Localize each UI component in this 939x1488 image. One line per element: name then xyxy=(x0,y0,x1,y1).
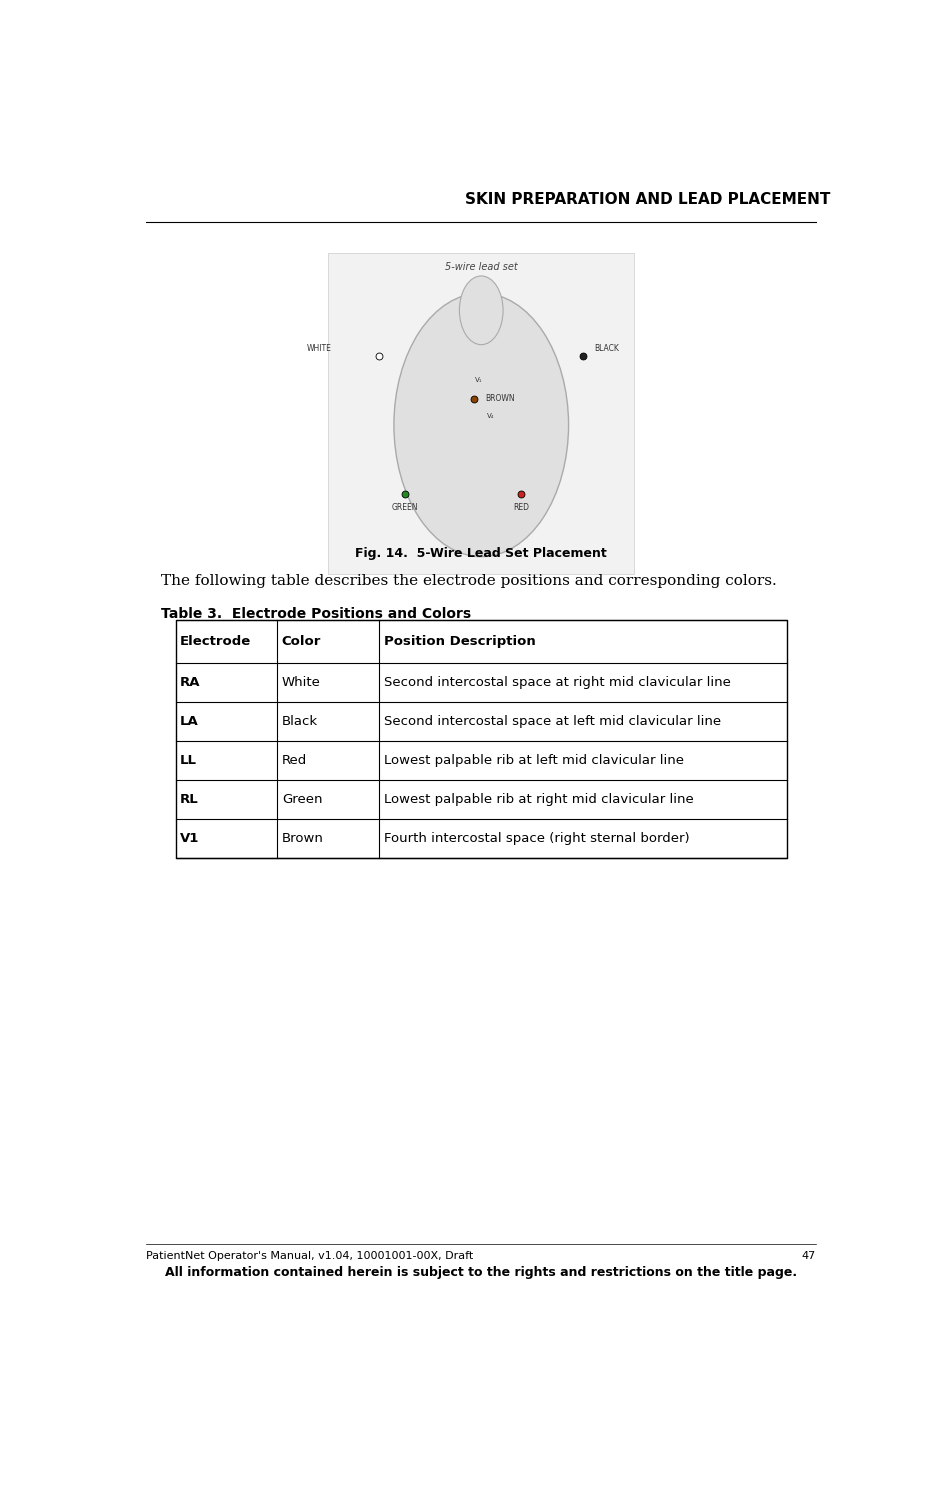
Text: Table 3.  Electrode Positions and Colors: Table 3. Electrode Positions and Colors xyxy=(162,607,471,620)
Text: Fig. 14.  5-Wire Lead Set Placement: Fig. 14. 5-Wire Lead Set Placement xyxy=(355,548,608,561)
Text: Lowest palpable rib at left mid clavicular line: Lowest palpable rib at left mid clavicul… xyxy=(384,754,684,768)
Text: 5-wire lead set: 5-wire lead set xyxy=(445,262,517,272)
Text: White: White xyxy=(282,676,321,689)
Text: Second intercostal space at left mid clavicular line: Second intercostal space at left mid cla… xyxy=(384,716,721,728)
Text: Black: Black xyxy=(282,716,318,728)
Text: RL: RL xyxy=(180,793,199,806)
Text: Color: Color xyxy=(282,635,321,647)
Text: Position Description: Position Description xyxy=(384,635,535,647)
Text: RA: RA xyxy=(180,676,200,689)
Text: GREEN: GREEN xyxy=(392,503,418,512)
Text: BLACK: BLACK xyxy=(594,344,619,353)
Text: PatientNet Operator's Manual, v1.04, 10001001-00X, Draft: PatientNet Operator's Manual, v1.04, 100… xyxy=(146,1251,474,1260)
Text: Red: Red xyxy=(282,754,307,768)
Text: Lowest palpable rib at right mid clavicular line: Lowest palpable rib at right mid clavicu… xyxy=(384,793,694,806)
Text: BROWN: BROWN xyxy=(485,394,515,403)
Text: V₁: V₁ xyxy=(475,376,483,382)
Text: 47: 47 xyxy=(802,1251,816,1260)
Text: Fourth intercostal space (right sternal border): Fourth intercostal space (right sternal … xyxy=(384,832,689,845)
Text: LA: LA xyxy=(180,716,199,728)
Ellipse shape xyxy=(459,275,503,345)
Text: Brown: Brown xyxy=(282,832,324,845)
Text: RED: RED xyxy=(514,503,530,512)
Text: Green: Green xyxy=(282,793,322,806)
Text: Electrode: Electrode xyxy=(180,635,252,647)
Text: LL: LL xyxy=(180,754,197,768)
Bar xyxy=(176,619,787,859)
Text: The following table describes the electrode positions and corresponding colors.: The following table describes the electr… xyxy=(162,574,777,588)
Text: Second intercostal space at right mid clavicular line: Second intercostal space at right mid cl… xyxy=(384,676,731,689)
Ellipse shape xyxy=(394,293,569,557)
FancyBboxPatch shape xyxy=(329,253,634,574)
Text: SKIN PREPARATION AND LEAD PLACEMENT: SKIN PREPARATION AND LEAD PLACEMENT xyxy=(465,192,831,207)
Text: All information contained herein is subject to the rights and restrictions on th: All information contained herein is subj… xyxy=(165,1266,797,1278)
Text: V₄: V₄ xyxy=(487,414,495,420)
Text: WHITE: WHITE xyxy=(307,344,332,353)
Text: V1: V1 xyxy=(180,832,199,845)
